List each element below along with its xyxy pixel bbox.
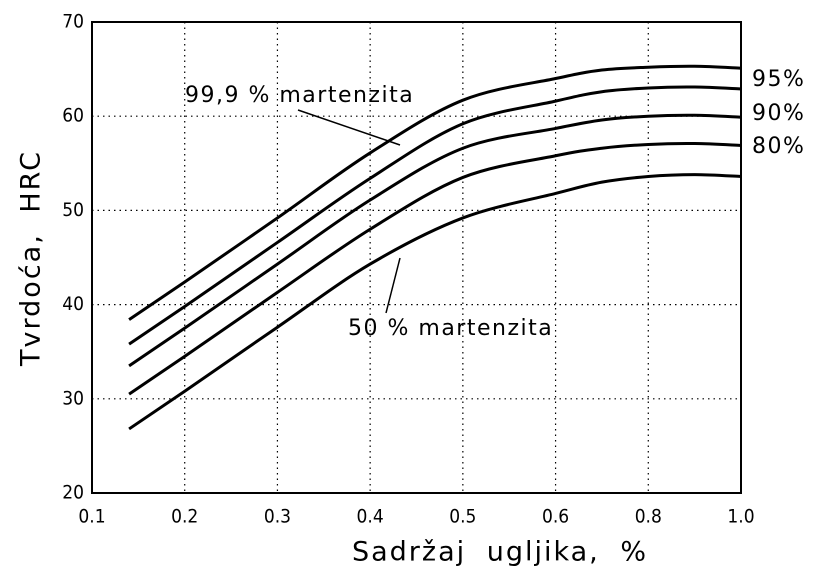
x-tick-label: 0.5 [449, 506, 476, 528]
y-axis-title: Tvrdoća, HRC [16, 150, 47, 367]
line [128, 85, 742, 346]
line [128, 141, 742, 396]
x-tick-label: 0.8 [635, 506, 662, 528]
leader-line [385, 257, 401, 314]
y-tick-label: 50 [62, 199, 84, 221]
series-label: 99,9 % martenzita [185, 83, 414, 108]
line [128, 64, 742, 321]
x-tick-label: 1.0 [727, 506, 754, 528]
series-label: 95% [752, 67, 805, 92]
x-tick-label: 0.2 [171, 506, 198, 528]
series-label: 50 % martenzita [348, 316, 553, 341]
plot-frame [91, 21, 742, 494]
series-label: 90% [752, 101, 805, 126]
y-tick-label: 60 [62, 105, 84, 127]
y-tick-label: 30 [62, 387, 84, 409]
x-axis-title: Sadržaj ugljika, % [352, 537, 648, 568]
y-tick-label: 20 [62, 482, 84, 504]
series-label: 80% [752, 134, 805, 159]
leader-line [297, 109, 401, 146]
y-tick-label: 40 [62, 293, 84, 315]
x-tick-label: 0.6 [542, 506, 569, 528]
x-tick-label: 0.3 [264, 506, 291, 528]
line [128, 113, 742, 368]
y-tick-label: 70 [62, 11, 84, 33]
x-tick-label: 0.1 [78, 506, 105, 528]
line [128, 173, 742, 431]
x-tick-label: 0.4 [357, 506, 384, 528]
